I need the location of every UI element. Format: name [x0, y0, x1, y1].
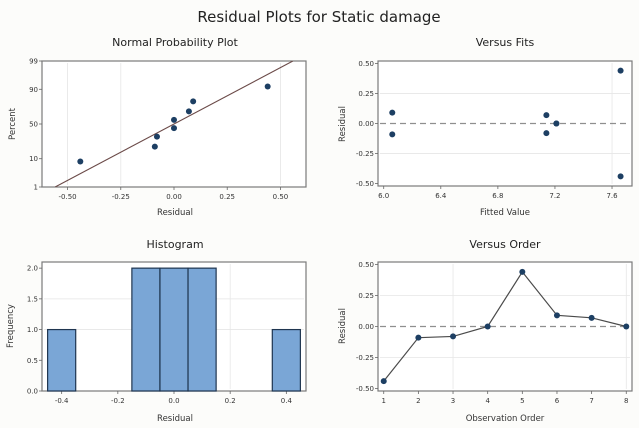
y-tick-label: -0.25 [356, 150, 374, 158]
panel-title: Histogram [146, 238, 203, 251]
histogram-bar [271, 328, 301, 392]
y-tick-label: 0.25 [358, 292, 374, 300]
y-tick-label: 0.00 [358, 323, 374, 331]
panel-title: Versus Fits [476, 36, 535, 49]
x-tick-label: 7.6 [606, 192, 618, 200]
x-tick-label: 7.2 [549, 192, 560, 200]
y-tick-label: 0.50 [358, 261, 374, 269]
x-tick-label: 2 [416, 397, 420, 405]
y-tick-label: 1 [34, 184, 38, 192]
y-tick-label: 0.00 [358, 120, 374, 128]
data-point [617, 67, 624, 74]
figure-title: Residual Plots for Static damage [197, 8, 440, 26]
data-point [553, 120, 560, 127]
versus-fits-plot: Versus Fits Fitted Value Residual 6.0 6.4… [338, 36, 633, 218]
data-point [588, 314, 595, 321]
fit-line [54, 61, 294, 187]
data-point [553, 312, 560, 319]
y-axis-label: Percent [8, 107, 18, 140]
histogram-bar [131, 267, 161, 392]
x-tick-label: 8 [624, 397, 628, 405]
data-point [519, 268, 526, 275]
x-tick-label: 5 [520, 397, 524, 405]
x-tick-label: -0.4 [55, 397, 69, 405]
histogram-bar [159, 267, 189, 392]
y-tick-label: 10 [29, 155, 38, 163]
y-tick-label: 90 [29, 86, 38, 94]
x-tick-label: 0.25 [219, 193, 235, 201]
x-tick-label: -0.50 [58, 193, 76, 201]
x-tick-label: -0.25 [112, 193, 130, 201]
panel-title: Normal Probability Plot [112, 36, 238, 49]
y-tick-label: -0.50 [356, 180, 374, 188]
y-tick-label: 99 [29, 58, 38, 66]
x-tick-label: 0.50 [273, 193, 289, 201]
y-axis-label: Residual [338, 308, 348, 344]
x-axis-label: Observation Order [466, 414, 545, 424]
normal-probability-plot: Normal Probability Plot Residual Percent… [8, 36, 307, 218]
x-tick-label: 6.8 [492, 192, 503, 200]
versus-order-plot: Versus Order Observation Order Residual … [338, 238, 633, 424]
x-tick-label: 0.4 [281, 397, 293, 405]
x-tick-label: 1 [381, 397, 385, 405]
x-tick-label: 7 [589, 397, 593, 405]
histogram-bar [47, 328, 77, 392]
data-point [415, 334, 422, 341]
x-axis-label: Residual [157, 208, 193, 218]
y-tick-label: -0.50 [356, 385, 374, 393]
x-tick-label: 0.0 [168, 397, 179, 405]
data-point [171, 116, 177, 123]
x-tick-label: 3 [451, 397, 455, 405]
y-tick-label: 1.0 [27, 326, 38, 334]
y-tick-label: 2.0 [27, 265, 38, 273]
x-tick-label: -0.2 [111, 397, 125, 405]
y-tick-label: 0.5 [27, 357, 38, 365]
x-tick-label: 6 [555, 397, 560, 405]
data-point [77, 158, 84, 165]
histogram-bar [187, 267, 217, 392]
x-tick-label: 0.2 [225, 397, 236, 405]
series-line [383, 270, 627, 382]
y-axis-label: Frequency [6, 304, 16, 348]
data-point [151, 143, 158, 150]
x-axis-label: Fitted Value [480, 208, 530, 218]
data-point [380, 378, 387, 385]
panel-title: Versus Order [469, 238, 541, 251]
data-point [264, 83, 271, 90]
data-point [190, 98, 197, 105]
y-axis-label: Residual [338, 106, 348, 142]
data-point [543, 130, 550, 137]
x-tick-label: 6.4 [435, 192, 447, 200]
y-tick-label: 1.5 [27, 295, 38, 303]
y-tick-label: -0.25 [356, 354, 374, 362]
data-point [484, 323, 491, 330]
data-point [543, 112, 550, 119]
x-axis-label: Residual [157, 414, 193, 424]
data-point [171, 125, 177, 132]
data-point [450, 333, 457, 340]
histogram-plot: Histogram Residual Frequency -0.4 -0.2 0.0… [6, 238, 307, 424]
x-tick-label: 6.0 [378, 192, 389, 200]
y-tick-label: 0.50 [358, 60, 374, 68]
data-point [389, 131, 396, 138]
x-tick-label: 0.00 [166, 193, 182, 201]
data-point [623, 323, 630, 330]
y-tick-label: 50 [29, 121, 38, 129]
data-point [153, 133, 160, 140]
y-tick-label: 0.25 [358, 90, 374, 98]
data-point [617, 173, 624, 180]
data-point [185, 108, 192, 115]
x-tick-label: 4 [485, 397, 490, 405]
y-tick-label: 0.0 [27, 388, 38, 396]
data-point [389, 109, 396, 116]
